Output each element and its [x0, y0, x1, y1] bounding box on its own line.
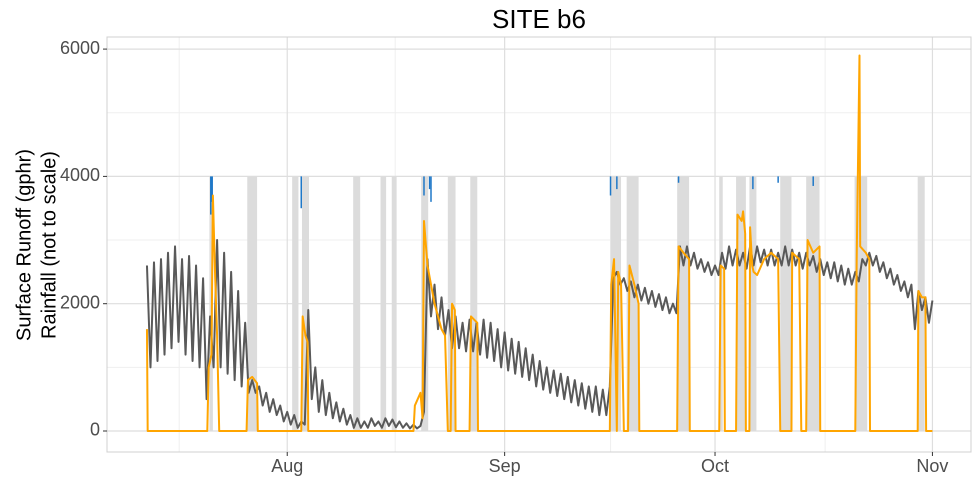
- rain-period: [677, 176, 690, 431]
- y-tick-label: 2000: [60, 292, 100, 312]
- rain-period: [806, 176, 820, 431]
- plot-background: [107, 37, 971, 452]
- y-tick-label: 4000: [60, 165, 100, 185]
- y-axis-title: Rainfall (not to scale): [38, 151, 60, 339]
- rain-period: [470, 176, 478, 431]
- rain-period: [353, 176, 361, 431]
- rain-period: [380, 176, 387, 431]
- y-axis-title: Surface Runoff (gphr): [13, 149, 35, 341]
- rain-period: [301, 176, 309, 431]
- rain-period: [780, 176, 792, 431]
- x-tick-label: Oct: [701, 456, 729, 476]
- chart-title: SITE b6: [492, 4, 586, 34]
- rain-period: [247, 176, 258, 431]
- rain-period: [626, 176, 639, 431]
- series-line: [145, 54, 933, 432]
- rain-period: [610, 176, 622, 431]
- x-tick-label: Aug: [271, 456, 303, 476]
- rain-period: [421, 176, 429, 431]
- rain-period: [391, 176, 397, 431]
- rain-period: [736, 176, 746, 431]
- rain-period: [292, 176, 299, 431]
- rain-period: [749, 176, 757, 431]
- y-tick-label: 0: [90, 420, 100, 440]
- x-tick-label: Sep: [489, 456, 521, 476]
- series-line: [145, 239, 934, 430]
- panel-border: [106, 36, 972, 453]
- x-tick-label: Nov: [916, 456, 948, 476]
- y-tick-label: 6000: [60, 38, 100, 58]
